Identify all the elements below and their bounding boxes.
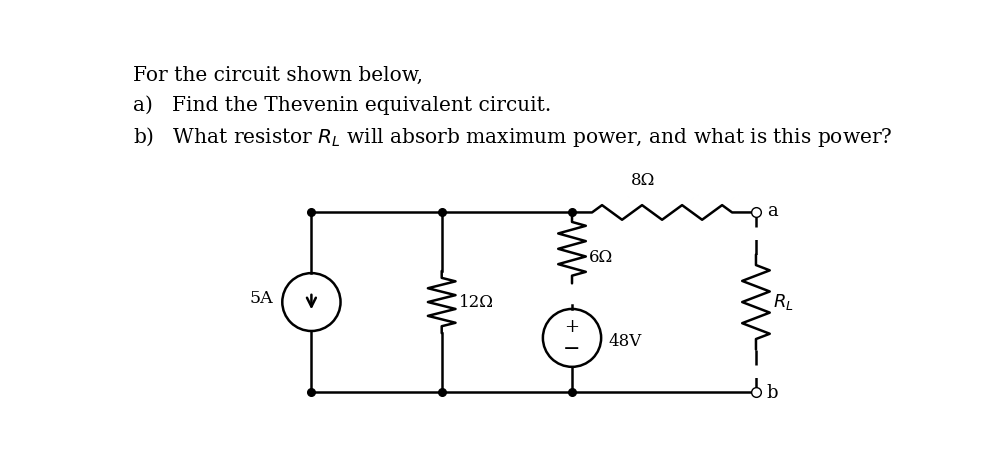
Text: For the circuit shown below,: For the circuit shown below, bbox=[133, 66, 423, 85]
Text: 12Ω: 12Ω bbox=[459, 294, 494, 311]
Text: a: a bbox=[766, 201, 777, 219]
Text: 5A: 5A bbox=[249, 290, 273, 307]
Text: 6Ω: 6Ω bbox=[588, 248, 613, 266]
Text: a)   Find the Thevenin equivalent circuit.: a) Find the Thevenin equivalent circuit. bbox=[133, 95, 551, 115]
Text: 48V: 48V bbox=[609, 333, 642, 350]
Text: $R_L$: $R_L$ bbox=[772, 292, 793, 312]
Text: b: b bbox=[766, 384, 778, 402]
Text: b)   What resistor $R_L$ will absorb maximum power, and what is this power?: b) What resistor $R_L$ will absorb maxim… bbox=[133, 124, 892, 149]
Text: +: + bbox=[565, 318, 580, 336]
Text: 8Ω: 8Ω bbox=[631, 171, 655, 189]
Text: −: − bbox=[564, 340, 581, 359]
